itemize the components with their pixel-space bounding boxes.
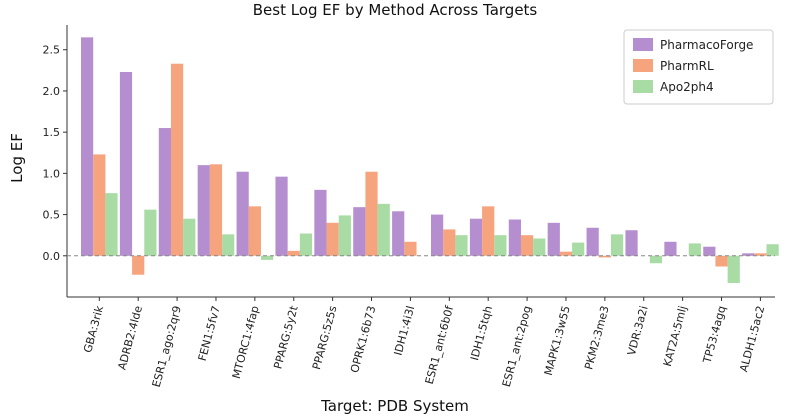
- bar: [353, 207, 366, 256]
- chart-title: Best Log EF by Method Across Targets: [253, 1, 538, 19]
- x-tick-label: FEN1:5fv7: [196, 304, 223, 362]
- bar: [443, 229, 456, 256]
- bar: [508, 219, 521, 256]
- bar: [625, 230, 638, 256]
- bar: [183, 218, 196, 256]
- bar: [404, 241, 417, 256]
- x-tick-label: VDR:3a2i: [625, 304, 651, 356]
- bar: [81, 37, 94, 256]
- bar: [158, 128, 171, 256]
- x-tick-label: MAPK1:3w55: [542, 304, 573, 376]
- y-axis-label: Log EF: [8, 133, 26, 183]
- bar: [664, 241, 677, 256]
- bar: [688, 243, 701, 256]
- legend: PharmacoForge PharmRL Apo2ph4: [623, 29, 774, 105]
- x-tick-label: GBA:3rik: [81, 304, 106, 354]
- bar: [586, 227, 599, 256]
- x-tick-label: PKM2:3me3: [582, 304, 612, 371]
- bar: [170, 63, 184, 256]
- bar: [431, 214, 444, 256]
- bar: [727, 255, 740, 283]
- bar: [392, 211, 405, 256]
- bar: [132, 255, 145, 275]
- bar: [598, 255, 611, 258]
- bar: [482, 206, 495, 256]
- bar: [559, 251, 573, 256]
- bar: [742, 253, 755, 256]
- bar: [715, 255, 728, 267]
- x-tick-label: PPARG:5y2t: [271, 304, 301, 371]
- x-tick-label: ESR1_ant:2pog: [500, 304, 534, 388]
- x-tick-label: KAT2A:5mlj: [661, 304, 690, 368]
- bar: [119, 71, 133, 256]
- bar: [377, 203, 390, 256]
- legend-label: Apo2ph4: [660, 80, 714, 94]
- bar: [236, 171, 249, 256]
- bar: [469, 218, 483, 256]
- bar: [260, 255, 274, 260]
- x-tick-label: ESR1_ago:2qr9: [150, 304, 184, 388]
- bar: [338, 215, 351, 256]
- bar: [144, 209, 157, 256]
- legend-swatch: [633, 59, 653, 72]
- bar: [314, 189, 327, 256]
- bar: [105, 193, 118, 256]
- y-tick-label: 1.0: [43, 167, 61, 180]
- bar: [494, 235, 507, 256]
- bar: [610, 234, 624, 256]
- x-tick-label: ESR1_ant:6b0f: [423, 303, 457, 385]
- legend-label: PharmRL: [660, 59, 714, 73]
- x-tick-label: OPRK1:6b73: [348, 304, 378, 374]
- x-axis-label: Target: PDB System: [320, 397, 469, 415]
- x-tick-label: IDH1:5tqh: [468, 304, 495, 361]
- y-tick-label: 1.5: [43, 126, 61, 139]
- bar: [275, 176, 288, 256]
- legend-swatch: [633, 38, 653, 51]
- bar: [703, 246, 716, 256]
- bar: [209, 164, 223, 256]
- bar: [197, 165, 210, 256]
- x-tick-label: PPARG:5z5s: [310, 304, 340, 371]
- bar: [365, 171, 378, 256]
- y-tick-label: 2.5: [43, 44, 61, 57]
- y-tick-label: 0.5: [43, 209, 61, 222]
- bar: [533, 238, 546, 256]
- bar: [299, 233, 313, 256]
- bar: [649, 255, 663, 264]
- bar: [572, 242, 585, 256]
- bar: [326, 222, 339, 256]
- y-tick-label: 2.0: [43, 85, 61, 98]
- bar: [455, 235, 468, 256]
- legend-label: PharmacoForge: [660, 38, 753, 52]
- legend-box: [623, 29, 774, 105]
- bar: [547, 222, 560, 256]
- legend-swatch: [633, 80, 653, 93]
- bar: [222, 234, 235, 256]
- bar: [93, 154, 106, 256]
- bar: [520, 235, 534, 256]
- x-tick-label: TP53:4agq: [700, 304, 728, 365]
- x-tick-label: IDH1:4i3l: [392, 304, 418, 356]
- bar: [287, 250, 300, 256]
- y-tick-label: 0.0: [43, 250, 61, 263]
- bar: [248, 206, 261, 256]
- bar: [766, 244, 779, 256]
- x-tick-label: MTORC1:4fap: [230, 304, 262, 380]
- bar: [754, 253, 767, 256]
- x-tick-label: ALDH1:5ac2: [737, 304, 767, 373]
- x-tick-label: ADRB2:4lde: [116, 304, 146, 371]
